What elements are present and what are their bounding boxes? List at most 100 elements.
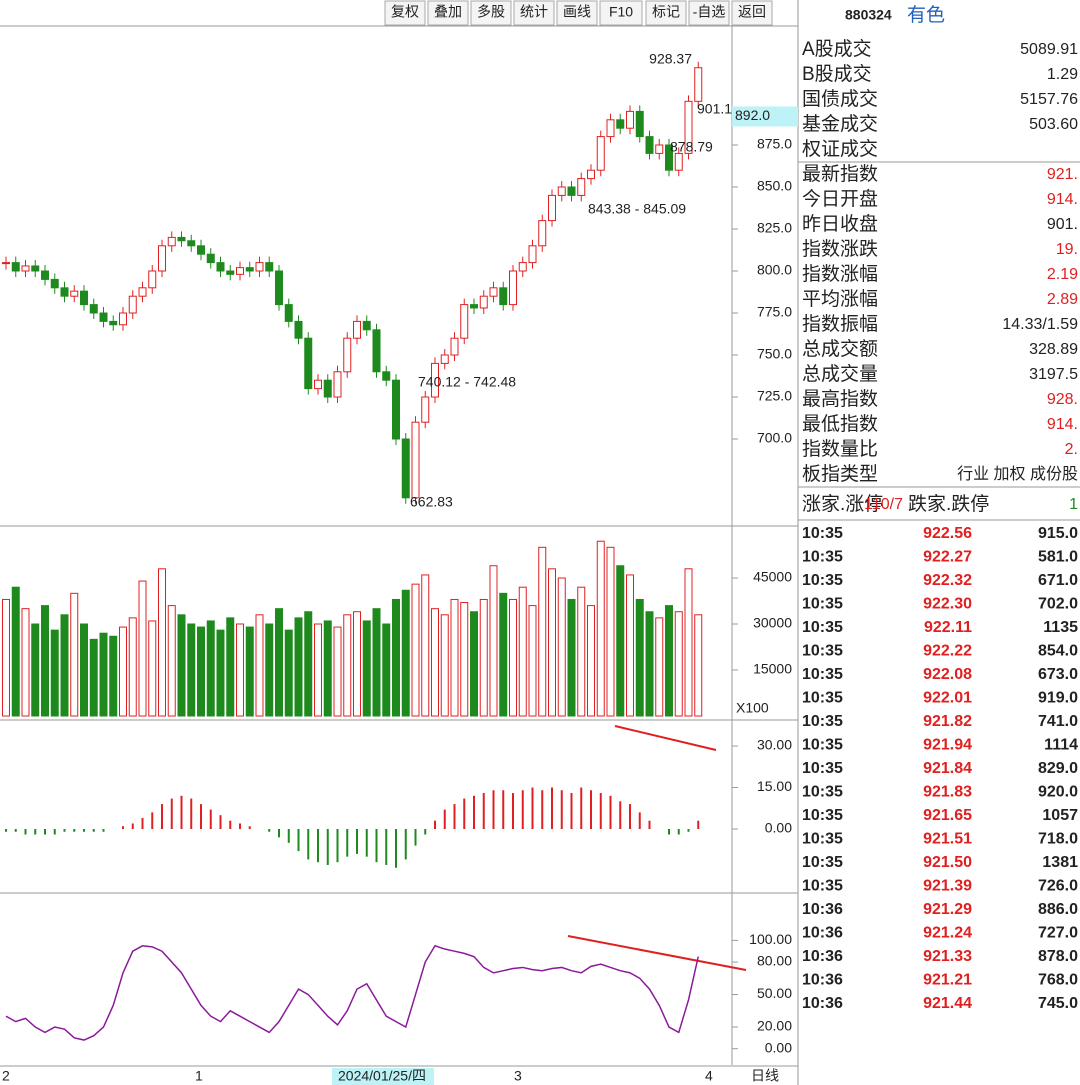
toolbar-button[interactable] <box>731 0 773 26</box>
toolbar-button[interactable] <box>427 0 469 26</box>
quote-value: 914. <box>1047 191 1078 208</box>
price-marker-label: 892.0 <box>735 107 770 123</box>
volume-bar <box>528 605 537 717</box>
toolbar-label[interactable]: 多股 <box>477 4 505 20</box>
candle <box>362 320 371 331</box>
price-tick-label: 775.0 <box>757 304 792 320</box>
volume-bar <box>392 598 400 717</box>
quote-value: 19. <box>1056 241 1078 258</box>
quote-label: A股成交 <box>802 38 872 60</box>
x-label: 2024/01/25/四 <box>338 1068 426 1084</box>
volume-bar <box>635 598 644 717</box>
price-annotation: 928.37 <box>649 51 692 67</box>
toolbar-label[interactable]: -自选 <box>693 4 726 20</box>
volume-bar <box>314 623 322 717</box>
price-tick-label: 875.0 <box>757 136 792 152</box>
volume-bar <box>460 602 469 717</box>
trade-time: 10:35 <box>802 643 843 660</box>
volume-bar <box>323 620 332 717</box>
volume-bar <box>197 626 205 717</box>
volume-bar <box>2 598 10 717</box>
trade-price: 921.50 <box>923 854 972 871</box>
trade-volume: 886.0 <box>1038 901 1078 918</box>
volume-bar <box>411 583 420 717</box>
volume-unit: X100 <box>736 700 769 716</box>
volume-bar <box>333 626 342 717</box>
price-tick-label: 725.0 <box>757 388 792 404</box>
volume-bar <box>694 614 703 717</box>
trade-volume: 915.0 <box>1038 525 1078 542</box>
volume-bar <box>60 614 69 717</box>
quote-value: 5089.91 <box>1020 41 1078 58</box>
candle <box>460 304 469 339</box>
quote-value: 14.33/1.59 <box>1002 316 1078 333</box>
toolbar-button[interactable] <box>599 0 643 26</box>
candle <box>128 295 137 314</box>
volume-bar <box>596 540 605 717</box>
trade-time: 10:35 <box>802 690 843 707</box>
quote-label: 最高指数 <box>802 388 878 410</box>
trade-time: 10:35 <box>802 831 843 848</box>
quote-value: 行业 加权 成份股 <box>957 465 1078 483</box>
candle <box>109 320 118 326</box>
candle <box>236 267 244 275</box>
candle <box>314 379 322 390</box>
toolbar-label[interactable]: 返回 <box>738 4 766 20</box>
price-tick-label: 825.0 <box>757 220 792 236</box>
volume-bar <box>587 605 595 717</box>
toolbar-button[interactable] <box>645 0 687 26</box>
trade-time: 10:35 <box>802 596 843 613</box>
candle <box>148 270 157 289</box>
toolbar-label[interactable]: 统计 <box>520 4 548 20</box>
toolbar-button[interactable] <box>556 0 598 26</box>
price-annotation: 843.38 - 845.09 <box>588 201 686 217</box>
trade-volume: 673.0 <box>1038 666 1078 683</box>
volume-bar <box>665 605 673 717</box>
price-tick-label: 700.0 <box>757 430 792 446</box>
volume-tick-label: 15000 <box>753 661 792 677</box>
price-annotation: 662.83 <box>410 494 453 510</box>
candle <box>674 152 683 171</box>
volume-bar <box>70 592 79 717</box>
candle <box>372 329 381 373</box>
candle <box>509 270 517 306</box>
volume-bar <box>382 623 391 717</box>
date-highlight <box>332 1068 434 1085</box>
x-label: 1 <box>195 1068 203 1084</box>
trade-volume: 745.0 <box>1038 995 1078 1012</box>
toolbar-label[interactable]: 叠加 <box>434 4 462 20</box>
trade-price: 922.22 <box>923 643 972 660</box>
trade-time: 10:35 <box>802 713 843 730</box>
toolbar-label[interactable]: 画线 <box>563 4 591 20</box>
trade-volume: 1057 <box>1042 807 1078 824</box>
candle <box>635 110 644 138</box>
trade-price: 922.11 <box>924 619 972 636</box>
kdj-tick-label: 50.00 <box>757 985 792 1001</box>
volume-bar <box>41 605 49 717</box>
trade-time: 10:35 <box>802 878 843 895</box>
volume-bar <box>206 620 215 717</box>
candle <box>187 240 196 247</box>
toolbar-label[interactable]: 标记 <box>652 4 680 20</box>
candle <box>343 337 352 373</box>
toolbar-label[interactable]: 复权 <box>391 4 419 20</box>
toolbar-button[interactable] <box>384 0 426 26</box>
candle <box>216 262 225 272</box>
trade-price: 922.01 <box>923 690 972 707</box>
macd-tick-label: 30.00 <box>757 737 792 753</box>
trade-volume: 1381 <box>1042 854 1078 871</box>
volume-bar <box>275 608 283 717</box>
toolbar-button[interactable] <box>688 0 730 26</box>
candle <box>684 100 693 154</box>
candle <box>401 438 410 499</box>
price-annotation: 901.1 <box>697 101 732 117</box>
toolbar-label[interactable]: F10 <box>609 4 633 20</box>
quote-label: 指数涨跌 <box>802 238 878 260</box>
trade-time: 10:35 <box>802 760 843 777</box>
price-annotation: 878.79 <box>670 139 713 155</box>
trade-price: 921.24 <box>923 925 972 942</box>
trade-volume: 726.0 <box>1038 878 1078 895</box>
toolbar-button[interactable] <box>470 0 512 26</box>
candle <box>421 396 430 423</box>
toolbar-button[interactable] <box>513 0 555 26</box>
